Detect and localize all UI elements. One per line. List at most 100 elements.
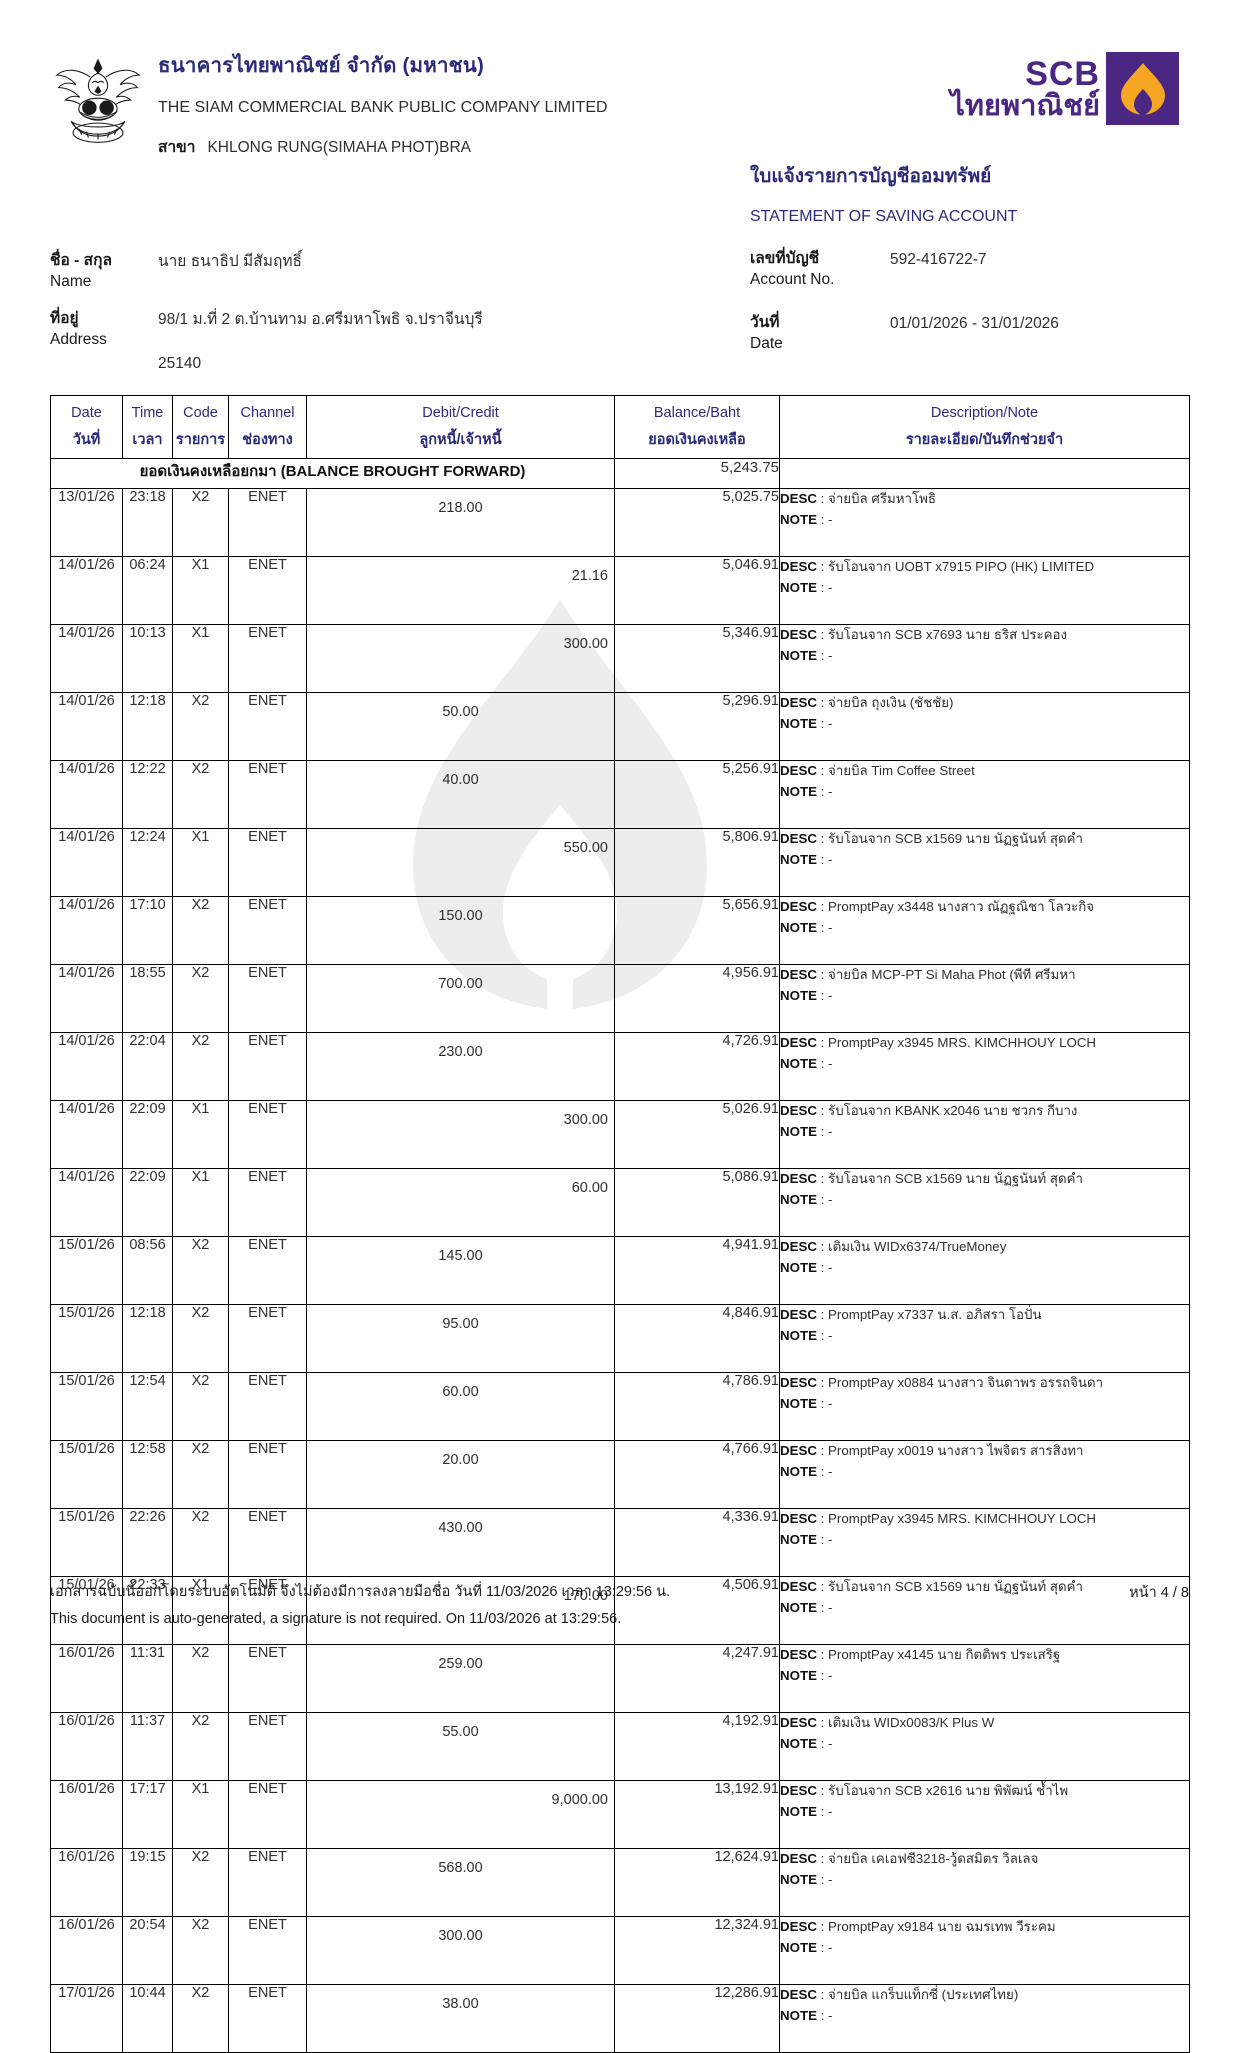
cell-channel: ENET <box>228 1372 307 1442</box>
cell-date: 15/01/26 <box>50 1236 123 1306</box>
cell-balance: 5,026.91 <box>614 1100 780 1170</box>
cell-balance: 4,786.91 <box>614 1372 780 1442</box>
scb-leaf-mark <box>1106 52 1179 125</box>
cell-credit-amount: 300.00 <box>563 1112 608 1129</box>
description-text: DESC : รับโอนจาก KBANK x2046 นาย ชวกร กี… <box>780 1103 1078 1119</box>
table-row[interactable]: 14/01/26 22:04 X2 ENET 230.00 4,726.91 DESC : … <box>50 1032 1190 1102</box>
cell-code: X1 <box>172 556 229 626</box>
cell-balance: 5,086.91 <box>614 1168 780 1238</box>
cell-time: 08:56 <box>122 1236 173 1306</box>
cell-date: 14/01/26 <box>50 1168 123 1238</box>
table-row[interactable]: 15/01/26 22:26 X2 ENET 430.00 4,336.91 DESC : … <box>50 1508 1190 1578</box>
cell-debit-credit: 230.00 <box>306 1032 615 1102</box>
cell-code: X1 <box>172 1168 229 1238</box>
cell-balance: 5,346.91 <box>614 624 780 694</box>
table-row[interactable]: 14/01/26 10:13 X1 ENET 300.00 5,346.91 DESC : … <box>50 624 1190 694</box>
table-row[interactable]: 14/01/26 12:22 X2 ENET 40.00 5,256.91 DESC : จ… <box>50 760 1190 830</box>
account-label-thai: เลขที่บัญชี <box>750 250 820 268</box>
document-header: ธนาคารไทยพาณิชย์ จำกัด (มหาชน) THE SIAM … <box>0 0 1239 355</box>
cell-description: DESC : PromptPay x7337 น.ส. อภิสรา โอปั่… <box>779 1304 1190 1374</box>
note-text: NOTE : - <box>780 783 833 799</box>
cell-description: DESC : PromptPay x9184 นาย ฉมรเทพ วีระคม… <box>779 1916 1190 1986</box>
table-row[interactable]: 15/01/26 12:58 X2 ENET 20.00 4,766.91 DESC : P… <box>50 1440 1190 1510</box>
table-row[interactable]: 14/01/26 18:55 X2 ENET 700.00 4,956.91 DESC : … <box>50 964 1190 1034</box>
col-header-date: Date วันที่ <box>50 394 123 460</box>
note-text: NOTE : - <box>780 1871 833 1887</box>
table-row[interactable]: 15/01/26 12:54 X2 ENET 60.00 4,786.91 DESC : P… <box>50 1372 1190 1442</box>
table-row[interactable]: 16/01/26 20:54 X2 ENET 300.00 12,324.91 DESC :… <box>50 1916 1190 1986</box>
table-row[interactable]: 15/01/26 08:56 X2 ENET 145.00 4,941.91 DESC : … <box>50 1236 1190 1306</box>
table-row[interactable]: 14/01/26 12:18 X2 ENET 50.00 5,296.91 DESC : จ… <box>50 692 1190 762</box>
cell-balance: 12,324.91 <box>614 1916 780 1986</box>
col-header-balance: Balance/Baht ยอดเงินคงเหลือ <box>614 394 780 460</box>
cell-description: DESC : รับโอนจาก UOBT x7915 PIPO (HK) LI… <box>779 556 1190 626</box>
table-row[interactable]: 14/01/26 17:10 X2 ENET 150.00 5,656.91 DESC : … <box>50 896 1190 966</box>
cell-debit-amount: 300.00 <box>438 1928 483 1945</box>
cell-debit-amount: 218.00 <box>438 500 483 517</box>
cell-code: X2 <box>172 964 229 1034</box>
cell-description: DESC : รับโอนจาก SCB x7693 นาย ธริส ประค… <box>779 624 1190 694</box>
cell-channel: ENET <box>228 1780 307 1850</box>
table-row[interactable]: 16/01/26 19:15 X2 ENET 568.00 12,624.91 DESC :… <box>50 1848 1190 1918</box>
note-text: NOTE : - <box>780 987 833 1003</box>
document-footer: เอกสารฉบับนี้ออกโดยระบบอัตโนมัติ จึงไม่ต… <box>50 1579 1189 1634</box>
account-label-english: Account No. <box>750 271 835 289</box>
footer-note-english: This document is auto-generated, a signa… <box>50 1611 622 1628</box>
balance-brought-forward-row: ยอดเงินคงเหลือยกมา (BALANCE BROUGHT FORW… <box>50 458 1190 490</box>
note-text: NOTE : - <box>780 1463 833 1479</box>
note-text: NOTE : - <box>780 1667 833 1683</box>
table-row[interactable]: 14/01/26 06:24 X1 ENET 21.16 5,046.91 DESC : ร… <box>50 556 1190 626</box>
cell-time: 23:18 <box>122 488 173 558</box>
cell-credit-amount: 9,000.00 <box>551 1792 608 1809</box>
table-row[interactable]: 15/01/26 22:33 X1 ENET 170.00 4,506.91 DESC : … <box>50 1576 1190 1646</box>
bank-identity: ธนาคารไทยพาณิชย์ จำกัด (มหาชน) THE SIAM … <box>50 48 740 157</box>
cell-date: 14/01/26 <box>50 964 123 1034</box>
cell-debit-credit: 95.00 <box>306 1304 615 1374</box>
cell-debit-amount: 60.00 <box>442 1384 479 1401</box>
cell-description: DESC : เติมเงิน WIDx6374/TrueMoney NOTE :… <box>779 1236 1190 1306</box>
cell-channel: ENET <box>228 1984 307 2053</box>
cell-description: DESC : PromptPay x3945 MRS. KIMCHHOUY LO… <box>779 1032 1190 1102</box>
cell-description: DESC : รับโอนจาก KBANK x2046 นาย ชวกร กี… <box>779 1100 1190 1170</box>
table-row[interactable]: 14/01/26 12:24 X1 ENET 550.00 5,806.91 DESC : … <box>50 828 1190 898</box>
note-text: NOTE : - <box>780 1191 833 1207</box>
cell-time: 22:33 <box>122 1576 173 1646</box>
description-text: DESC : เติมเงิน WIDx6374/TrueMoney <box>780 1239 1007 1255</box>
cell-balance: 4,247.91 <box>614 1644 780 1714</box>
cell-date: 14/01/26 <box>50 760 123 830</box>
cell-credit-amount: 550.00 <box>563 840 608 857</box>
cell-time: 11:31 <box>122 1644 173 1714</box>
note-text: NOTE : - <box>780 647 833 663</box>
cell-code: X2 <box>172 692 229 762</box>
cell-debit-credit: 21.16 <box>306 556 615 626</box>
cell-debit-credit: 430.00 <box>306 1508 615 1578</box>
table-row[interactable]: 16/01/26 11:31 X2 ENET 259.00 4,247.91 DESC : … <box>50 1644 1190 1714</box>
cell-debit-amount: 568.00 <box>438 1860 483 1877</box>
table-row[interactable]: 14/01/26 22:09 X1 ENET 60.00 5,086.91 DESC : ร… <box>50 1168 1190 1238</box>
cell-code: X2 <box>172 1508 229 1578</box>
cell-channel: ENET <box>228 624 307 694</box>
cell-debit-credit: 38.00 <box>306 1984 615 2053</box>
table-row[interactable]: 16/01/26 17:17 X1 ENET 9,000.00 13,192.91 DESC… <box>50 1780 1190 1850</box>
cell-code: X1 <box>172 624 229 694</box>
table-row[interactable]: 15/01/26 12:18 X2 ENET 95.00 4,846.91 DESC : P… <box>50 1304 1190 1374</box>
address-label-thai: ที่อยู่ <box>50 310 79 328</box>
table-row[interactable]: 14/01/26 22:09 X1 ENET 300.00 5,026.91 DESC : … <box>50 1100 1190 1170</box>
cell-channel: ENET <box>228 1508 307 1578</box>
table-row[interactable]: 16/01/26 11:37 X2 ENET 55.00 4,192.91 DESC : เ… <box>50 1712 1190 1782</box>
note-text: NOTE : - <box>780 1395 833 1411</box>
customer-name-row: ชื่อ - สกุล Name นาย ธนาธิป มีสัมฤทธิ์ <box>50 251 1239 293</box>
cell-debit-amount: 20.00 <box>442 1452 479 1469</box>
cell-debit-credit: 40.00 <box>306 760 615 830</box>
table-row[interactable]: 13/01/26 23:18 X2 ENET 218.00 5,025.75 DESC : … <box>50 488 1190 558</box>
description-text: DESC : รับโอนจาก SCB x7693 นาย ธริส ประค… <box>780 627 1068 643</box>
garuda-emblem-icon <box>55 58 141 143</box>
cell-date: 14/01/26 <box>50 896 123 966</box>
description-text: DESC : PromptPay x3945 MRS. KIMCHHOUY LO… <box>780 1035 1097 1051</box>
branch-value: KHLONG RUNG(SIMAHA PHOT)BRA <box>207 138 471 156</box>
table-row[interactable]: 17/01/26 10:44 X2 ENET 38.00 12,286.91 DESC : … <box>50 1984 1190 2053</box>
cell-channel: ENET <box>228 1576 307 1646</box>
scb-logo-line2: ไทยพาณิชย์ <box>950 89 1100 122</box>
cell-description: DESC : จ่ายบิล ศรีมหาโพธิ NOTE : - <box>779 488 1190 558</box>
